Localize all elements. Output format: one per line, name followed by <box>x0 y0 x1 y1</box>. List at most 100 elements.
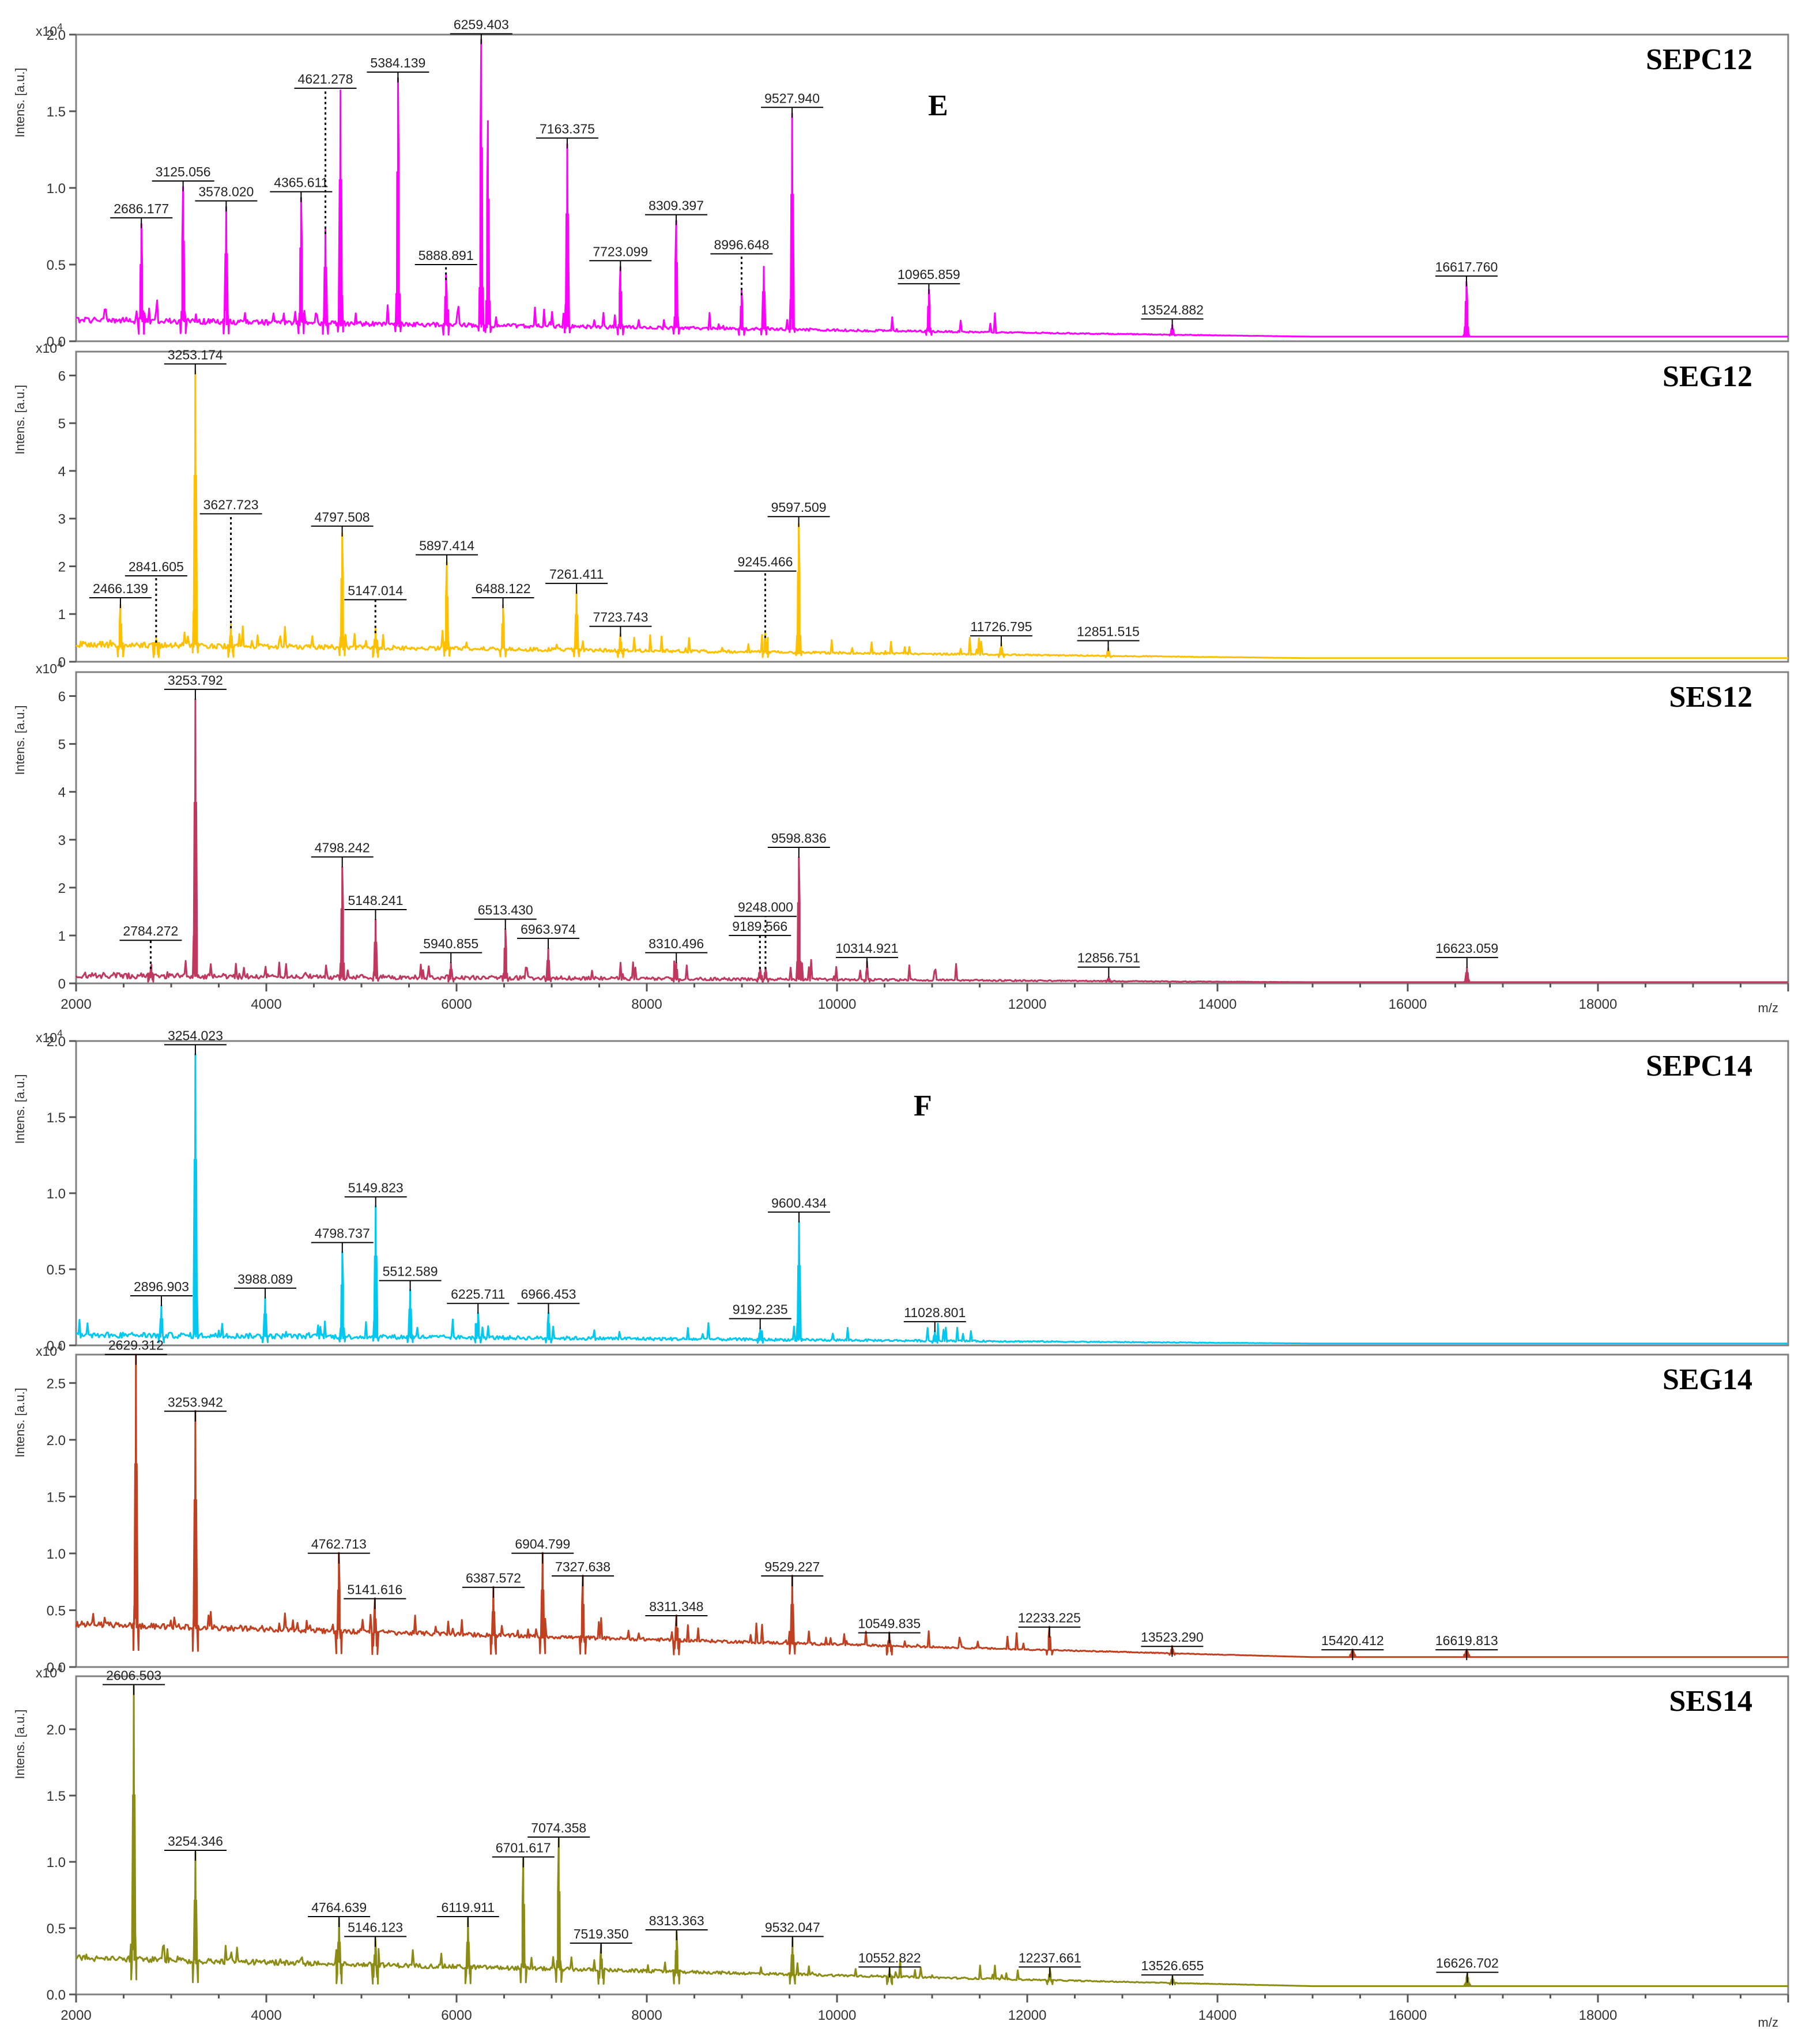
x-tick-label: 6000 <box>441 997 472 1012</box>
peak-label: 3253.792 <box>164 673 227 700</box>
peak-mz-label: 6966.453 <box>521 1287 576 1302</box>
x-tick-label: 2000 <box>61 2008 91 2023</box>
y-tick-label: 5 <box>58 737 66 753</box>
peak-label: 5149.823 <box>345 1180 407 1207</box>
peak-mz-label: 9248.000 <box>738 900 793 915</box>
spectrum-panel-ses12: 0123456x104Intens. [a.u.]200040006000800… <box>13 659 1788 1012</box>
x-tick-label: 4000 <box>251 2008 281 2023</box>
peak-mz-label: 11726.795 <box>970 619 1032 634</box>
x-tick-label: 12000 <box>1008 2008 1047 2023</box>
peak-mz-label: 8313.363 <box>649 1913 704 1928</box>
x-tick-label: 2000 <box>61 997 91 1012</box>
peak-mz-label: 9189.566 <box>732 919 787 934</box>
peak-mz-label: 5512.589 <box>383 1264 438 1279</box>
peak-label: 9527.940 <box>761 90 823 118</box>
y-tick-label: 1.5 <box>47 104 66 120</box>
peak-mz-label: 11028.801 <box>904 1305 966 1320</box>
peak-mz-label: 3627.723 <box>203 497 259 512</box>
peak-label: 9192.235 <box>729 1302 791 1329</box>
peak-mz-label: 5149.823 <box>348 1180 404 1195</box>
peak-label: 8311.348 <box>645 1599 707 1626</box>
peak-mz-label: 6963.974 <box>521 922 576 937</box>
y-axis-label: Intens. [a.u.] <box>13 1387 27 1457</box>
peak-label: 5148.241 <box>344 893 406 920</box>
peak-mz-label: 6387.572 <box>466 1571 521 1586</box>
x-tick-label: 16000 <box>1389 2008 1427 2023</box>
y-axis-label: Intens. [a.u.] <box>13 705 27 775</box>
peak-mz-label: 6513.430 <box>478 903 533 918</box>
peak-label: 9598.836 <box>768 831 830 858</box>
peak-mz-label: 4365.611 <box>274 175 328 190</box>
peak-label: 9248.000 <box>734 900 797 969</box>
peak-mz-label: 8310.496 <box>649 936 704 951</box>
peak-mz-label: 7723.099 <box>593 244 648 259</box>
peak-label: 13526.655 <box>1141 1958 1204 1985</box>
peak-mz-label: 6225.711 <box>451 1287 505 1302</box>
x-tick-label: 6000 <box>441 2008 472 2023</box>
peak-mz-label: 7074.358 <box>531 1820 586 1835</box>
spectrum-panel-sepc12: 0.00.51.01.52.0x104Intens. [a.u.]2686.17… <box>13 17 1788 350</box>
y-tick-label: 1.0 <box>47 1186 66 1202</box>
plot-frame <box>76 352 1788 662</box>
peak-mz-label: 4762.713 <box>311 1537 367 1552</box>
y-tick-label: 6 <box>58 368 66 384</box>
peak-mz-label: 4797.508 <box>315 510 370 525</box>
y-tick-label: 4 <box>58 785 66 801</box>
peak-label: 10314.921 <box>836 941 899 968</box>
peak-label: 10552.822 <box>858 1950 921 1977</box>
y-axis-label: Intens. [a.u.] <box>13 1074 27 1144</box>
peak-mz-label: 7327.638 <box>555 1559 610 1574</box>
peak-mz-label: 5146.123 <box>348 1920 403 1935</box>
peak-label: 6966.453 <box>517 1287 579 1314</box>
peak-label: 4621.278 <box>295 71 357 234</box>
spectrum-panel-sepc14: 0.00.51.01.52.0x104Intens. [a.u.]2896.90… <box>13 1028 1788 1354</box>
peak-label: 5897.414 <box>416 538 478 565</box>
sample-label: SEPC14 <box>1646 1050 1752 1083</box>
y-tick-label: 0 <box>58 976 66 992</box>
peak-mz-label: 9532.047 <box>765 1920 820 1935</box>
peak-mz-label: 15420.412 <box>1321 1633 1384 1648</box>
peak-label: 2606.503 <box>103 1668 165 1695</box>
peak-mz-label: 16623.059 <box>1435 941 1498 956</box>
peak-label: 5384.139 <box>367 55 429 82</box>
spectrum-trace <box>76 1054 1788 1343</box>
peak-label: 7327.638 <box>552 1559 614 1586</box>
y-tick-label: 6 <box>58 689 66 705</box>
peak-label: 5147.014 <box>344 583 406 633</box>
peak-label: 4798.737 <box>311 1226 374 1253</box>
spectrum-panel-seg14: 0.00.51.01.52.02.5x104Intens. [a.u.]2629… <box>13 1338 1788 1676</box>
peak-label: 6259.403 <box>450 17 512 44</box>
peak-mz-label: 8996.648 <box>714 237 769 252</box>
y-tick-label: 0.5 <box>47 1921 66 1937</box>
group-label-f: F <box>914 1089 932 1122</box>
peak-label: 2466.139 <box>89 581 152 608</box>
peak-label: 12851.515 <box>1077 624 1140 651</box>
peak-label: 12233.225 <box>1018 1611 1081 1638</box>
peak-label: 12237.661 <box>1019 1950 1081 1977</box>
y-tick-label: 1.0 <box>47 1547 66 1562</box>
peak-label: 2896.903 <box>130 1279 193 1306</box>
peak-mz-label: 3578.020 <box>198 184 254 199</box>
peak-mz-label: 9529.227 <box>764 1559 820 1574</box>
peak-mz-label: 6259.403 <box>454 17 509 32</box>
y-exponent-label: x104 <box>36 659 63 676</box>
x-tick-label: 10000 <box>818 997 857 1012</box>
peak-mz-label: 3253.174 <box>168 347 223 362</box>
y-tick-label: 2 <box>58 559 66 575</box>
peak-mz-label: 16626.702 <box>1436 1956 1499 1971</box>
peak-label: 6701.617 <box>492 1841 555 1868</box>
spectrum-panel-ses14: 0.00.51.01.52.0x104Intens. [a.u.]2000400… <box>13 1663 1788 2023</box>
y-exponent-label: x104 <box>36 338 63 356</box>
peak-mz-label: 9600.434 <box>771 1196 827 1210</box>
peak-label: 3254.023 <box>164 1028 227 1055</box>
peak-label: 4798.242 <box>311 840 374 868</box>
y-axis-label: Intens. [a.u.] <box>13 384 27 454</box>
peak-mz-label: 2466.139 <box>93 581 148 596</box>
peak-mz-label: 9245.466 <box>738 555 793 570</box>
plot-frame <box>76 1041 1788 1345</box>
peak-label: 7163.375 <box>536 122 598 149</box>
plot-frame <box>76 1355 1788 1667</box>
peak-label: 9245.466 <box>734 555 797 638</box>
peak-mz-label: 5888.891 <box>419 248 474 263</box>
peak-mz-label: 5147.014 <box>348 583 403 598</box>
